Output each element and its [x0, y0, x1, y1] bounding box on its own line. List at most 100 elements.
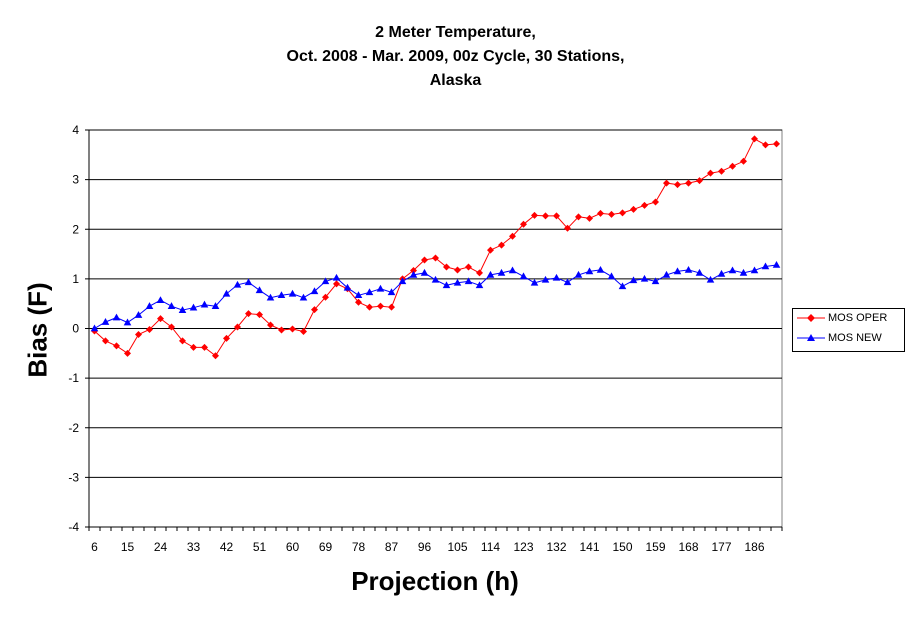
data-point-mos-oper	[641, 201, 648, 209]
data-point-mos-new	[651, 277, 660, 285]
data-point-mos-new	[464, 277, 473, 285]
data-point-mos-new	[728, 266, 737, 274]
data-point-mos-new	[409, 270, 418, 278]
data-point-mos-new	[244, 278, 253, 286]
data-point-mos-oper	[355, 298, 362, 306]
data-point-mos-oper	[575, 213, 582, 221]
data-point-mos-oper	[267, 321, 274, 329]
data-point-mos-oper	[102, 337, 109, 345]
data-point-mos-oper	[366, 303, 373, 311]
data-point-mos-new	[134, 311, 143, 318]
data-point-mos-new	[772, 260, 781, 268]
data-point-mos-new	[365, 288, 374, 296]
data-point-mos-new	[552, 273, 561, 281]
x-tick-label: 42	[220, 540, 234, 554]
data-point-mos-oper	[289, 325, 296, 333]
data-point-mos-oper	[223, 334, 230, 342]
data-point-mos-new	[596, 265, 605, 273]
data-point-mos-new	[662, 270, 671, 278]
data-point-mos-oper	[740, 157, 747, 165]
y-tick-label: 3	[72, 173, 79, 187]
chart-title-line-3: Alaska	[429, 72, 482, 89]
legend: MOS OPER MOS NEW	[792, 308, 905, 352]
data-point-mos-oper	[553, 212, 560, 220]
data-point-mos-new	[200, 300, 209, 308]
data-point-mos-oper	[421, 256, 428, 264]
data-point-mos-oper	[652, 198, 659, 206]
data-point-mos-new	[453, 278, 462, 286]
data-point-mos-new	[640, 274, 649, 282]
data-point-mos-oper	[454, 266, 461, 274]
data-point-mos-new	[684, 265, 693, 273]
data-point-mos-oper	[762, 141, 769, 149]
data-point-mos-oper	[377, 302, 384, 310]
x-tick-label: 78	[352, 540, 366, 554]
data-point-mos-new	[695, 268, 704, 276]
legend-label-mos-oper: MOS OPER	[828, 312, 888, 324]
data-point-mos-new	[387, 288, 396, 296]
x-tick-label: 141	[579, 540, 599, 554]
x-tick-label: 15	[121, 540, 135, 554]
data-point-mos-oper	[113, 342, 120, 350]
data-point-mos-oper	[509, 232, 516, 240]
data-point-mos-oper	[564, 224, 571, 232]
x-tick-label: 186	[744, 540, 764, 554]
data-point-mos-oper	[542, 212, 549, 220]
y-tick-label: 1	[72, 272, 79, 286]
data-point-mos-oper	[245, 310, 252, 318]
x-tick-label: 87	[385, 540, 399, 554]
data-point-mos-new	[420, 268, 429, 276]
data-point-mos-new	[299, 293, 308, 301]
data-point-mos-oper	[388, 303, 395, 311]
data-point-mos-oper	[498, 241, 505, 249]
data-point-mos-oper	[520, 220, 527, 228]
data-point-mos-oper	[674, 181, 681, 189]
x-tick-label: 33	[187, 540, 201, 554]
chart-title-line-1: 2 Meter Temperature,	[375, 24, 536, 41]
data-point-mos-new	[739, 268, 748, 276]
data-point-mos-oper	[751, 135, 758, 143]
data-point-mos-oper	[685, 179, 692, 187]
data-point-mos-new	[717, 269, 726, 277]
data-point-mos-new	[310, 287, 319, 295]
data-point-mos-new	[508, 266, 517, 274]
data-point-mos-oper	[410, 266, 417, 274]
data-point-mos-oper	[465, 263, 472, 271]
data-point-mos-oper	[432, 254, 439, 262]
data-point-mos-oper	[696, 177, 703, 185]
x-tick-label: 96	[418, 540, 432, 554]
data-point-mos-oper	[212, 352, 219, 360]
chart-title-line-2: Oct. 2008 - Mar. 2009, 00z Cycle, 30 Sta…	[286, 48, 625, 65]
data-point-mos-oper	[333, 280, 340, 288]
data-point-mos-new	[519, 272, 528, 280]
data-point-mos-new	[442, 281, 451, 289]
data-point-mos-oper	[630, 205, 637, 213]
y-tick-label: -3	[68, 470, 79, 484]
data-point-mos-oper	[322, 293, 329, 301]
y-tick-label: 0	[72, 322, 79, 336]
data-point-mos-oper	[663, 179, 670, 187]
data-point-mos-new	[156, 296, 165, 304]
legend-label-mos-new: MOS NEW	[828, 332, 882, 344]
y-tick-label: 2	[72, 222, 79, 236]
data-point-mos-oper	[179, 337, 186, 345]
data-point-mos-oper	[586, 214, 593, 222]
data-point-mos-new	[486, 270, 495, 278]
data-point-mos-new	[288, 289, 297, 297]
data-point-mos-new	[321, 277, 330, 285]
data-point-mos-new	[497, 268, 506, 276]
data-point-mos-new	[101, 318, 110, 325]
data-point-mos-new	[585, 267, 594, 275]
data-point-mos-oper	[619, 209, 626, 217]
data-point-mos-new	[90, 324, 99, 332]
data-point-mos-oper	[597, 209, 604, 217]
y-tick-label: -1	[68, 371, 79, 385]
data-point-mos-new	[530, 278, 539, 286]
data-point-mos-oper	[300, 327, 307, 335]
data-point-mos-oper	[443, 263, 450, 271]
x-tick-label: 132	[546, 540, 566, 554]
data-point-mos-new	[266, 293, 275, 301]
x-tick-label: 51	[253, 540, 267, 554]
data-point-mos-new	[233, 280, 242, 288]
